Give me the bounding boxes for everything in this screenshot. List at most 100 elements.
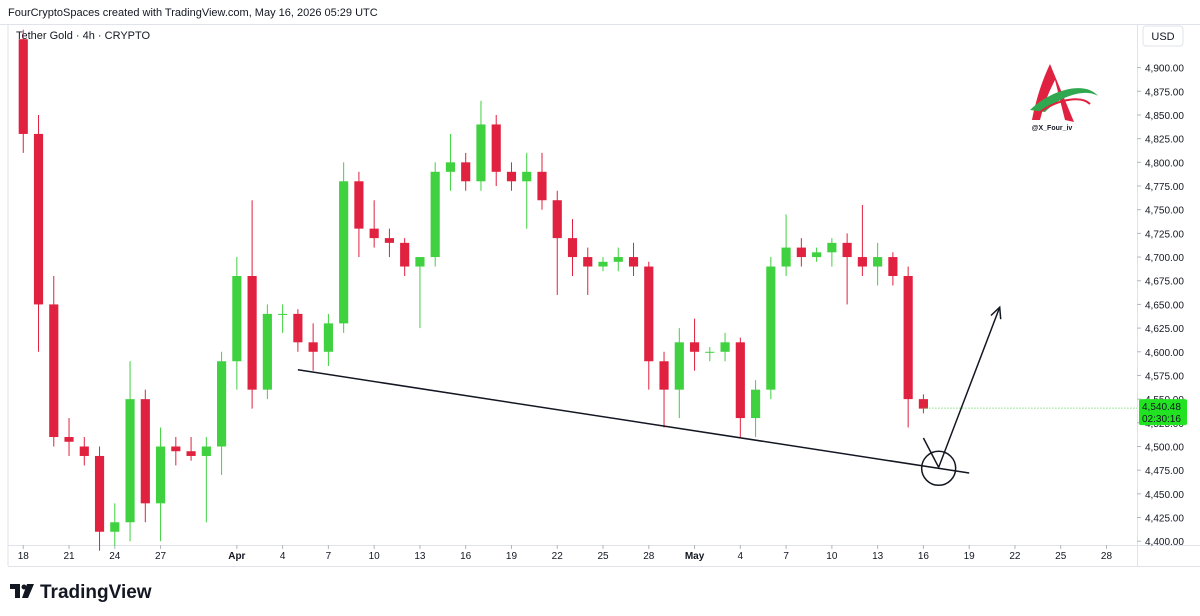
candle-body [232,276,242,362]
candle-body [873,257,883,267]
candle-body [415,257,425,267]
last-price-box [1139,399,1187,426]
candle-body [628,257,639,267]
candle-body [888,257,898,277]
y-tick-label: 4,425.00 [1145,514,1184,525]
candle-body [812,252,822,258]
x-tick-label: 13 [414,551,426,562]
candle-body [33,133,44,305]
candle-body [445,162,456,172]
trendline [297,369,970,474]
candle-body [247,276,257,390]
x-tick-label: 13 [872,551,884,562]
x-tick-label: 10 [826,551,838,562]
candle-body [781,247,791,267]
candle-body [384,238,394,243]
candle-body [903,276,913,400]
arrow [922,306,1001,470]
x-tick-label: 19 [964,551,976,562]
y-tick-label: 4,475.00 [1145,466,1184,477]
x-tick-label: 22 [552,551,564,562]
candle-body [308,342,318,352]
x-tick-label: 4 [738,551,744,562]
header: FourCryptoSpaces created with TradingVie… [8,7,378,19]
candle-body [217,361,227,447]
currency: USD [1151,31,1174,43]
candle-body [94,455,105,532]
y-tick-label: 4,600.00 [1145,348,1184,359]
x-tick-label: 25 [1055,551,1067,562]
x-tick-label: 7 [783,551,789,562]
y-tick-label: 4,750.00 [1145,206,1184,217]
candle-body [552,200,562,239]
candle-body [506,171,517,182]
y-tick-label: 4,825.00 [1145,135,1184,146]
candle-body [110,522,120,532]
candle-body [659,361,669,390]
x-tick-label: 10 [369,551,381,562]
candle-body [64,437,74,442]
candle-body [491,124,501,172]
y-tick-label: 4,650.00 [1145,300,1184,311]
y-tick-label: 4,400.00 [1145,537,1184,548]
candle-body [918,399,928,409]
y-tick-label: 4,800.00 [1145,158,1184,169]
y-tick-label: 4,775.00 [1145,182,1184,193]
candle-body [522,171,532,182]
candle-body [567,238,578,258]
candle-body [278,313,288,315]
x-tick-label: 18 [18,551,30,562]
candle-body [720,342,730,352]
candle-body [674,342,684,390]
candle-body [689,342,700,352]
y-tick-label: 4,450.00 [1145,490,1184,501]
x-tick-label: 19 [506,551,518,562]
x-tick-label: 25 [597,551,609,562]
candle-body [262,313,272,390]
x-tick-label: 7 [326,551,332,562]
candle-body [705,351,715,353]
candle-body [140,399,150,504]
x-tick-label: 16 [460,551,472,562]
y-tick-label: 4,500.00 [1145,442,1184,453]
y-tick-label: 4,700.00 [1145,253,1184,264]
candle-body [49,304,59,438]
footer-logo [10,584,34,598]
footer-brand: TradingView [40,582,152,603]
watermark: @X_Four_iv [1032,125,1073,132]
candle-body [537,171,547,201]
candle-body [751,389,761,419]
candle-body [827,242,837,253]
x-tick-label: 28 [1101,551,1113,562]
candle-body [186,451,196,456]
candle-body [613,257,623,262]
candle-body [461,162,471,182]
candle-body [476,124,486,182]
y-tick-label: 4,875.00 [1145,87,1184,98]
candle-body [339,181,349,324]
candle-body [354,181,364,229]
countdown: 02:30:16 [1142,414,1181,425]
candle-body [79,446,89,456]
x-tick-label: Apr [228,551,245,562]
candle-body [857,257,867,267]
x-tick-label: 16 [918,551,930,562]
watermark-logo [1030,64,1098,122]
candle-body [766,266,776,390]
symbol-title: Tether Gold · 4h · CRYPTO [16,30,151,42]
candle-body [796,247,806,258]
candle-body [323,323,333,352]
y-tick-label: 4,900.00 [1145,64,1184,75]
x-tick-label: 22 [1009,551,1021,562]
x-tick-label: 27 [155,551,167,562]
candle-body [842,242,852,258]
candle-body [430,171,440,258]
x-tick-label: 28 [643,551,655,562]
candle-body [644,266,654,362]
candle-body [18,39,28,134]
target-circle [920,450,957,487]
candle-body [171,446,181,452]
candle-body [155,446,166,504]
